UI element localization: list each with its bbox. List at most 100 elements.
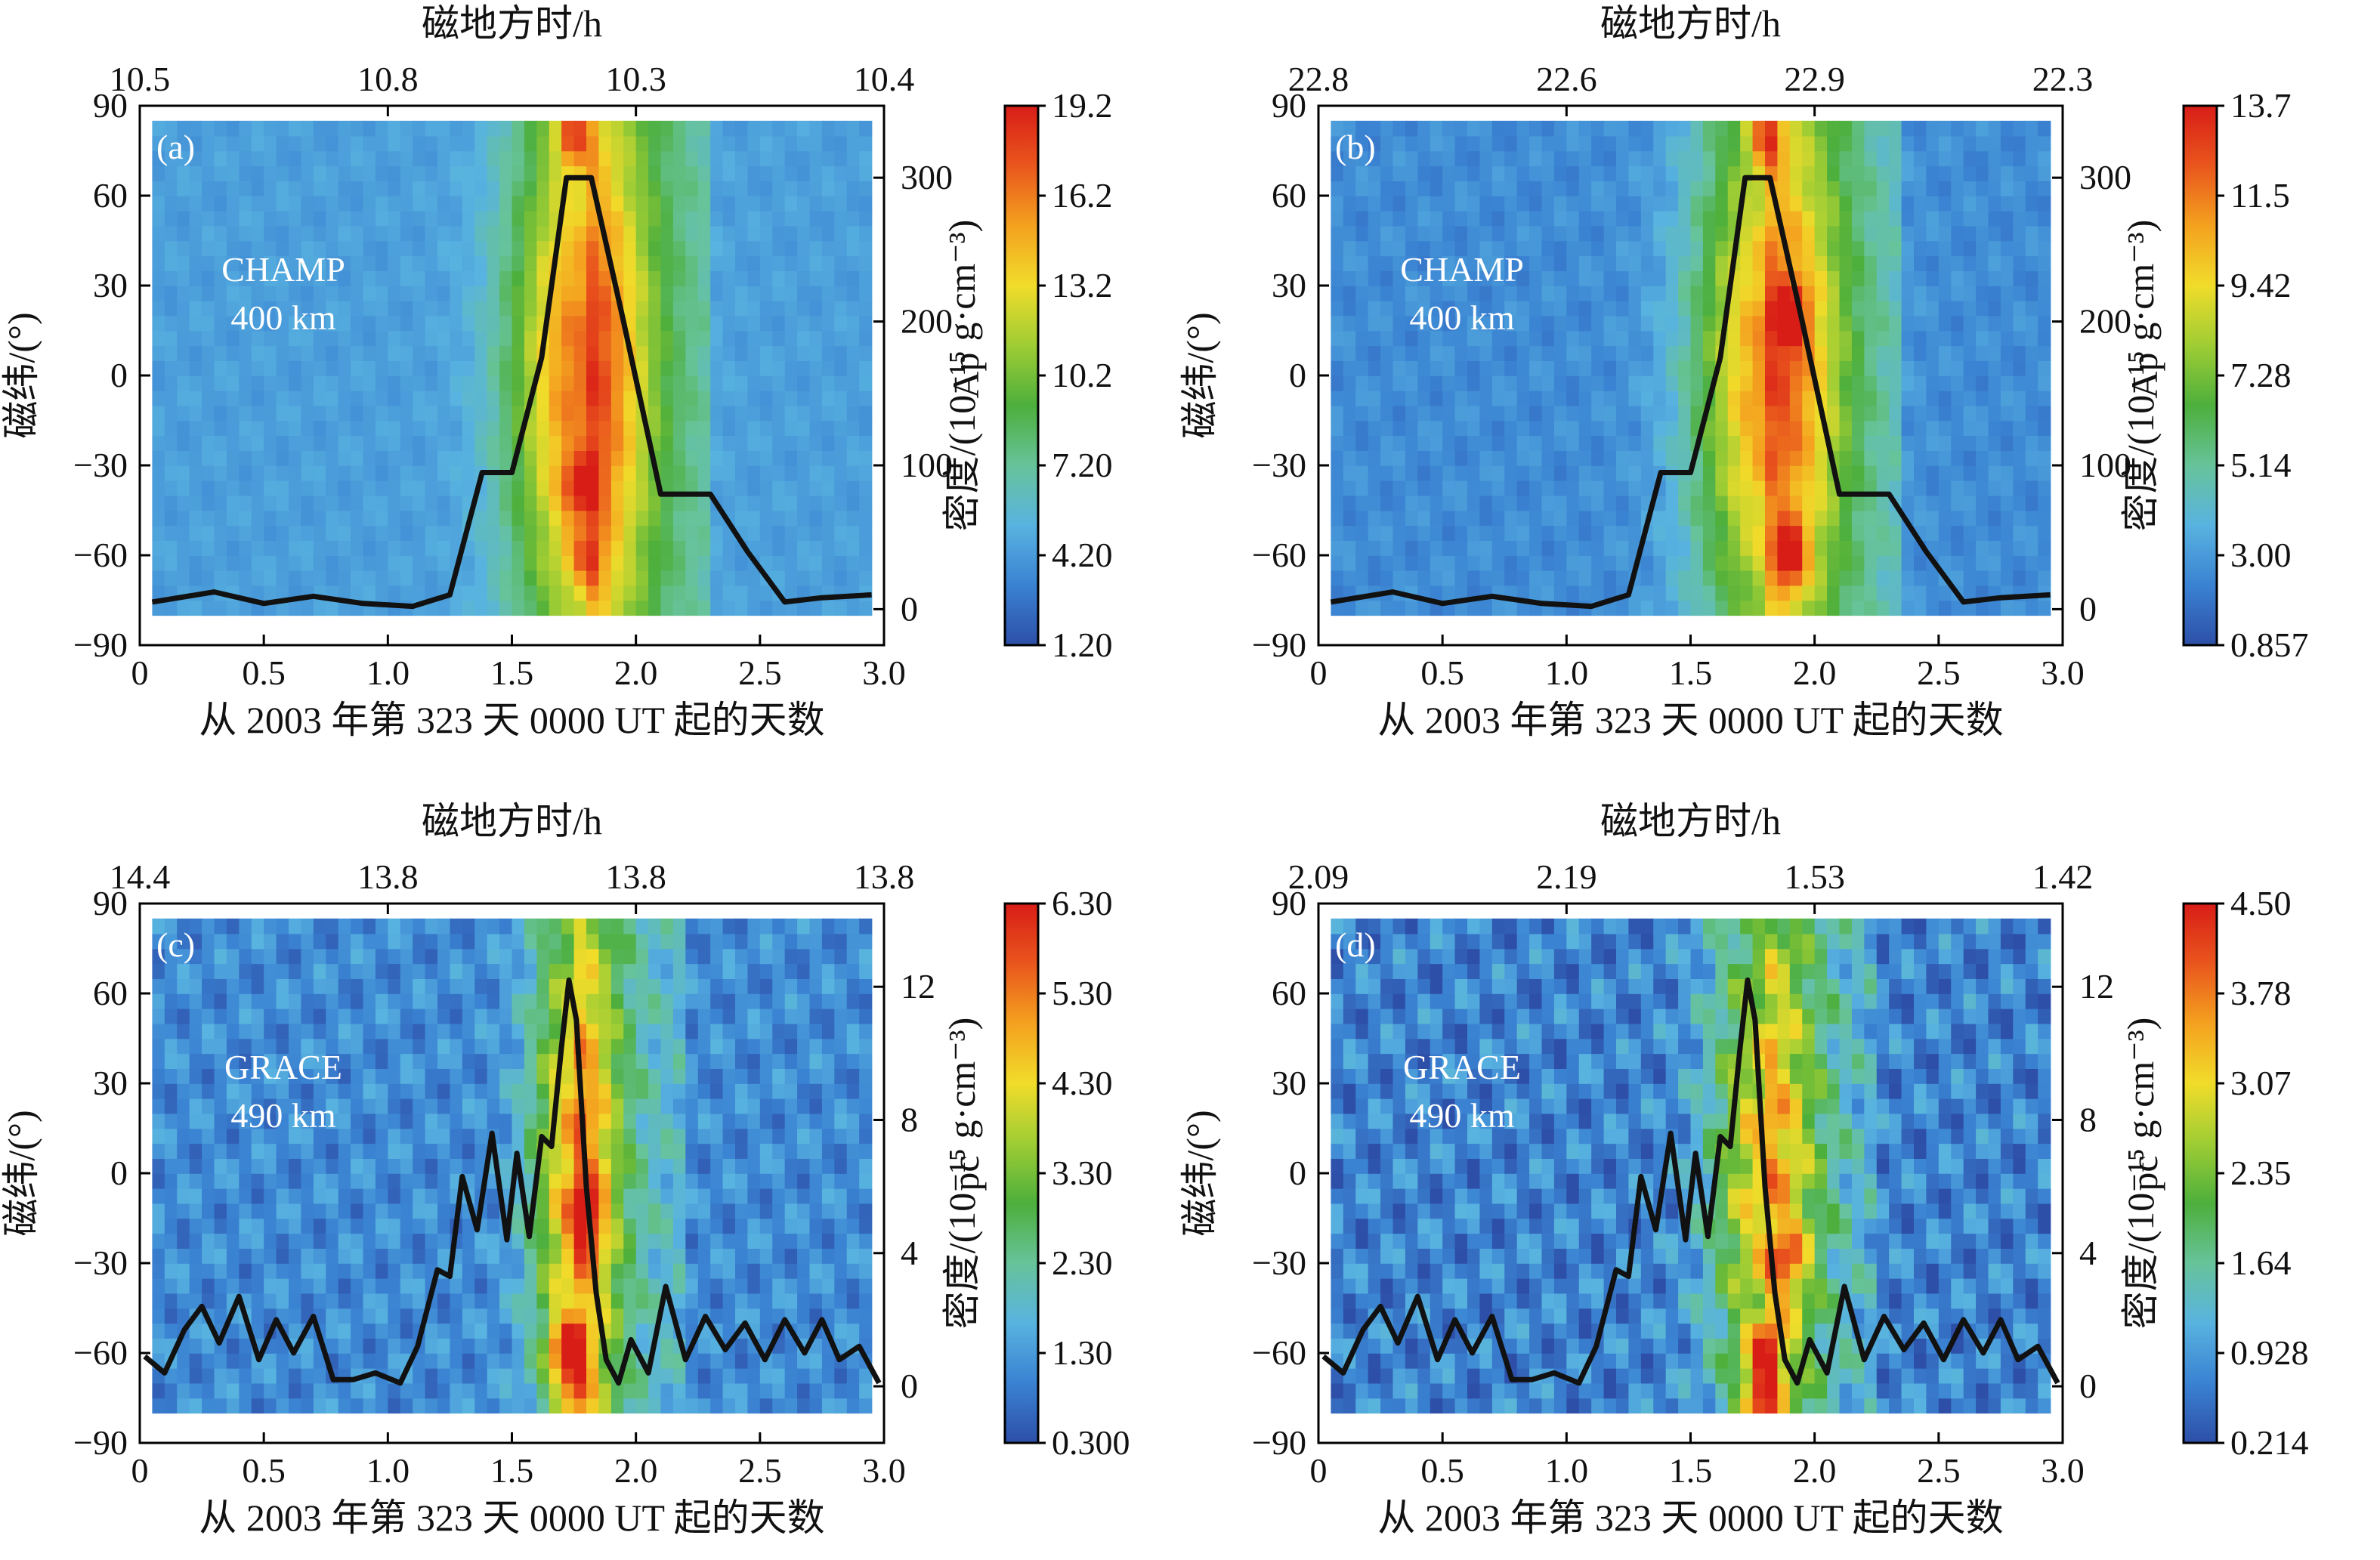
density-cell bbox=[314, 978, 326, 994]
y-tick-label: 60 bbox=[93, 176, 128, 215]
density-cell bbox=[1343, 316, 1356, 332]
density-cell bbox=[1939, 165, 1952, 181]
density-cell bbox=[177, 465, 190, 481]
density-cell bbox=[239, 978, 252, 994]
density-cell bbox=[351, 1068, 363, 1084]
density-cell bbox=[834, 406, 847, 422]
density-cell bbox=[413, 1248, 425, 1264]
density-cell bbox=[165, 375, 178, 391]
density-cell bbox=[177, 570, 190, 586]
density-cell bbox=[190, 511, 202, 527]
density-cell bbox=[301, 345, 314, 361]
density-cell bbox=[351, 1158, 363, 1174]
density-cell bbox=[1840, 360, 1853, 376]
density-cell bbox=[413, 391, 425, 406]
density-cell bbox=[363, 375, 376, 391]
density-cell bbox=[1877, 136, 1890, 152]
density-cell bbox=[1802, 270, 1815, 286]
density-cell bbox=[1604, 511, 1617, 527]
density-cell bbox=[772, 316, 785, 332]
density-cell bbox=[1666, 570, 1679, 586]
density-cell bbox=[847, 525, 860, 541]
density-cell bbox=[1976, 391, 1989, 406]
density-cell bbox=[450, 345, 462, 361]
density-cell bbox=[289, 151, 301, 167]
density-cell bbox=[413, 1083, 425, 1099]
density-cell bbox=[1604, 375, 1617, 391]
density-cell bbox=[1405, 540, 1418, 556]
density-cell bbox=[1628, 255, 1641, 271]
density-cell bbox=[474, 301, 487, 317]
density-cell bbox=[2026, 391, 2038, 406]
density-cell bbox=[611, 241, 624, 257]
density-cell bbox=[1405, 465, 1418, 481]
density-cell bbox=[747, 286, 760, 301]
density-cell bbox=[462, 993, 475, 1009]
density-cell bbox=[1517, 360, 1530, 376]
density-cell bbox=[1765, 540, 1778, 556]
density-cell bbox=[487, 1398, 500, 1414]
density-cell bbox=[1380, 360, 1393, 376]
density-cell bbox=[698, 375, 711, 391]
density-cell bbox=[1566, 211, 1579, 227]
density-cell bbox=[1951, 255, 1964, 271]
density-cell bbox=[822, 496, 835, 511]
density-cell bbox=[1976, 496, 1989, 511]
density-cell bbox=[574, 525, 587, 541]
density-cell bbox=[450, 255, 462, 271]
density-cell bbox=[264, 391, 277, 406]
density-cell bbox=[2038, 165, 2051, 181]
density-cell bbox=[1976, 511, 1989, 527]
density-cell bbox=[661, 540, 674, 556]
density-cell bbox=[623, 301, 636, 317]
density-cell bbox=[376, 255, 388, 271]
density-cell bbox=[1467, 391, 1480, 406]
density-cell bbox=[1442, 496, 1455, 511]
density-cell bbox=[536, 406, 549, 422]
density-cell bbox=[1641, 601, 1654, 616]
density-cell bbox=[1380, 301, 1393, 317]
density-cell bbox=[301, 1293, 314, 1309]
density-cell bbox=[450, 496, 462, 511]
density-cell bbox=[413, 1143, 425, 1159]
density-cell bbox=[474, 270, 487, 286]
density-cell bbox=[1591, 360, 1604, 376]
density-cell bbox=[512, 360, 525, 376]
density-cell bbox=[1802, 421, 1815, 437]
density-cell bbox=[1790, 570, 1803, 586]
density-cell bbox=[326, 1219, 338, 1234]
density-cell bbox=[363, 1143, 376, 1159]
density-cell bbox=[1542, 406, 1555, 422]
density-cell bbox=[1653, 121, 1666, 137]
density-cell bbox=[474, 555, 487, 571]
density-cell bbox=[1815, 121, 1828, 137]
density-cell bbox=[351, 1219, 363, 1234]
right-tick-label: 0 bbox=[901, 589, 918, 628]
density-cell bbox=[1405, 226, 1418, 242]
density-cell bbox=[487, 555, 500, 571]
density-cell bbox=[289, 165, 301, 181]
density-cell bbox=[376, 1398, 388, 1414]
density-cell bbox=[499, 165, 512, 181]
density-cell bbox=[239, 375, 252, 391]
top-tick-label: 10.5 bbox=[110, 60, 171, 98]
density-cell bbox=[1666, 511, 1679, 527]
density-cell bbox=[388, 1263, 400, 1279]
density-cell bbox=[1442, 525, 1455, 541]
density-cell bbox=[760, 286, 773, 301]
density-cell bbox=[314, 496, 326, 511]
density-cell bbox=[1542, 211, 1555, 227]
density-cell bbox=[450, 1398, 462, 1414]
density-cell bbox=[277, 421, 289, 437]
density-cell bbox=[859, 301, 872, 317]
density-cell bbox=[1331, 286, 1343, 301]
density-cell bbox=[549, 450, 562, 466]
density-cell bbox=[1926, 331, 1939, 347]
density-cell bbox=[152, 421, 165, 437]
density-cell bbox=[289, 1024, 301, 1039]
density-cell bbox=[1591, 316, 1604, 332]
density-cell bbox=[561, 136, 574, 152]
density-cell bbox=[1566, 151, 1579, 167]
density-cell bbox=[685, 421, 698, 437]
density-cell bbox=[1343, 345, 1356, 361]
